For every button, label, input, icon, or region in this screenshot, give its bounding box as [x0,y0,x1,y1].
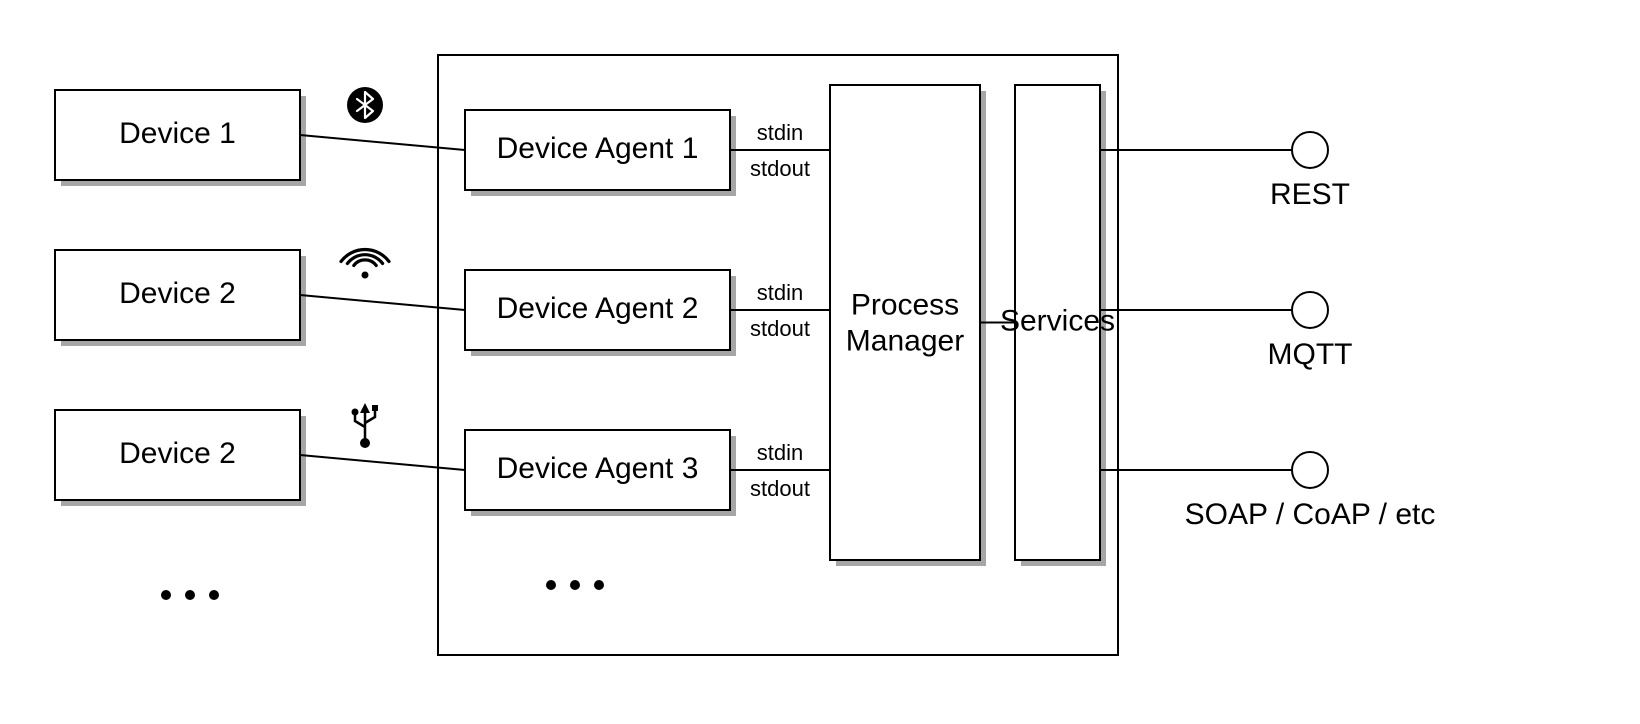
process-manager-label-2: Manager [846,324,964,357]
agent-2-stdout-label: stdout [750,316,810,341]
agent-2-stdin-label: stdin [757,280,803,305]
bluetooth-icon [347,87,383,123]
usb-icon [352,403,379,448]
agent-2-label: Device Agent 2 [497,292,699,325]
device-3-label: Device 2 [119,437,236,470]
agent-3-stdin-label: stdin [757,440,803,465]
endpoint-rest-label: REST [1270,178,1350,211]
process-manager-box: ProcessManager [830,85,986,566]
agent-3-stdout-label: stdout [750,476,810,501]
agent-3-box: Device Agent 3 [465,430,736,516]
services-label: Services [1000,304,1115,337]
agent-1-stdin-label: stdin [757,120,803,145]
process-manager-label-1: Process [851,288,959,321]
device-2-box: Device 2 [55,250,306,346]
device-3-box: Device 2 [55,410,306,506]
devices-ellipsis [161,590,219,600]
endpoint-soap: SOAP / CoAP / etc [1185,452,1436,531]
agent-2-box: Device Agent 2 [465,270,736,356]
agent-1-stdout-label: stdout [750,156,810,181]
endpoint-mqtt-label: MQTT [1268,338,1353,371]
device-1-box: Device 1 [55,90,306,186]
endpoint-rest: REST [1270,132,1350,211]
device-1-label: Device 1 [119,117,236,150]
device-2-label: Device 2 [119,277,236,310]
endpoint-soap-label: SOAP / CoAP / etc [1185,498,1436,531]
agent-1-box: Device Agent 1 [465,110,736,196]
agent-3-label: Device Agent 3 [497,452,699,485]
services-box: Services [1000,85,1115,566]
endpoint-mqtt: MQTT [1268,292,1353,371]
agent-1-label: Device Agent 1 [497,132,699,165]
wifi-icon [341,250,389,279]
